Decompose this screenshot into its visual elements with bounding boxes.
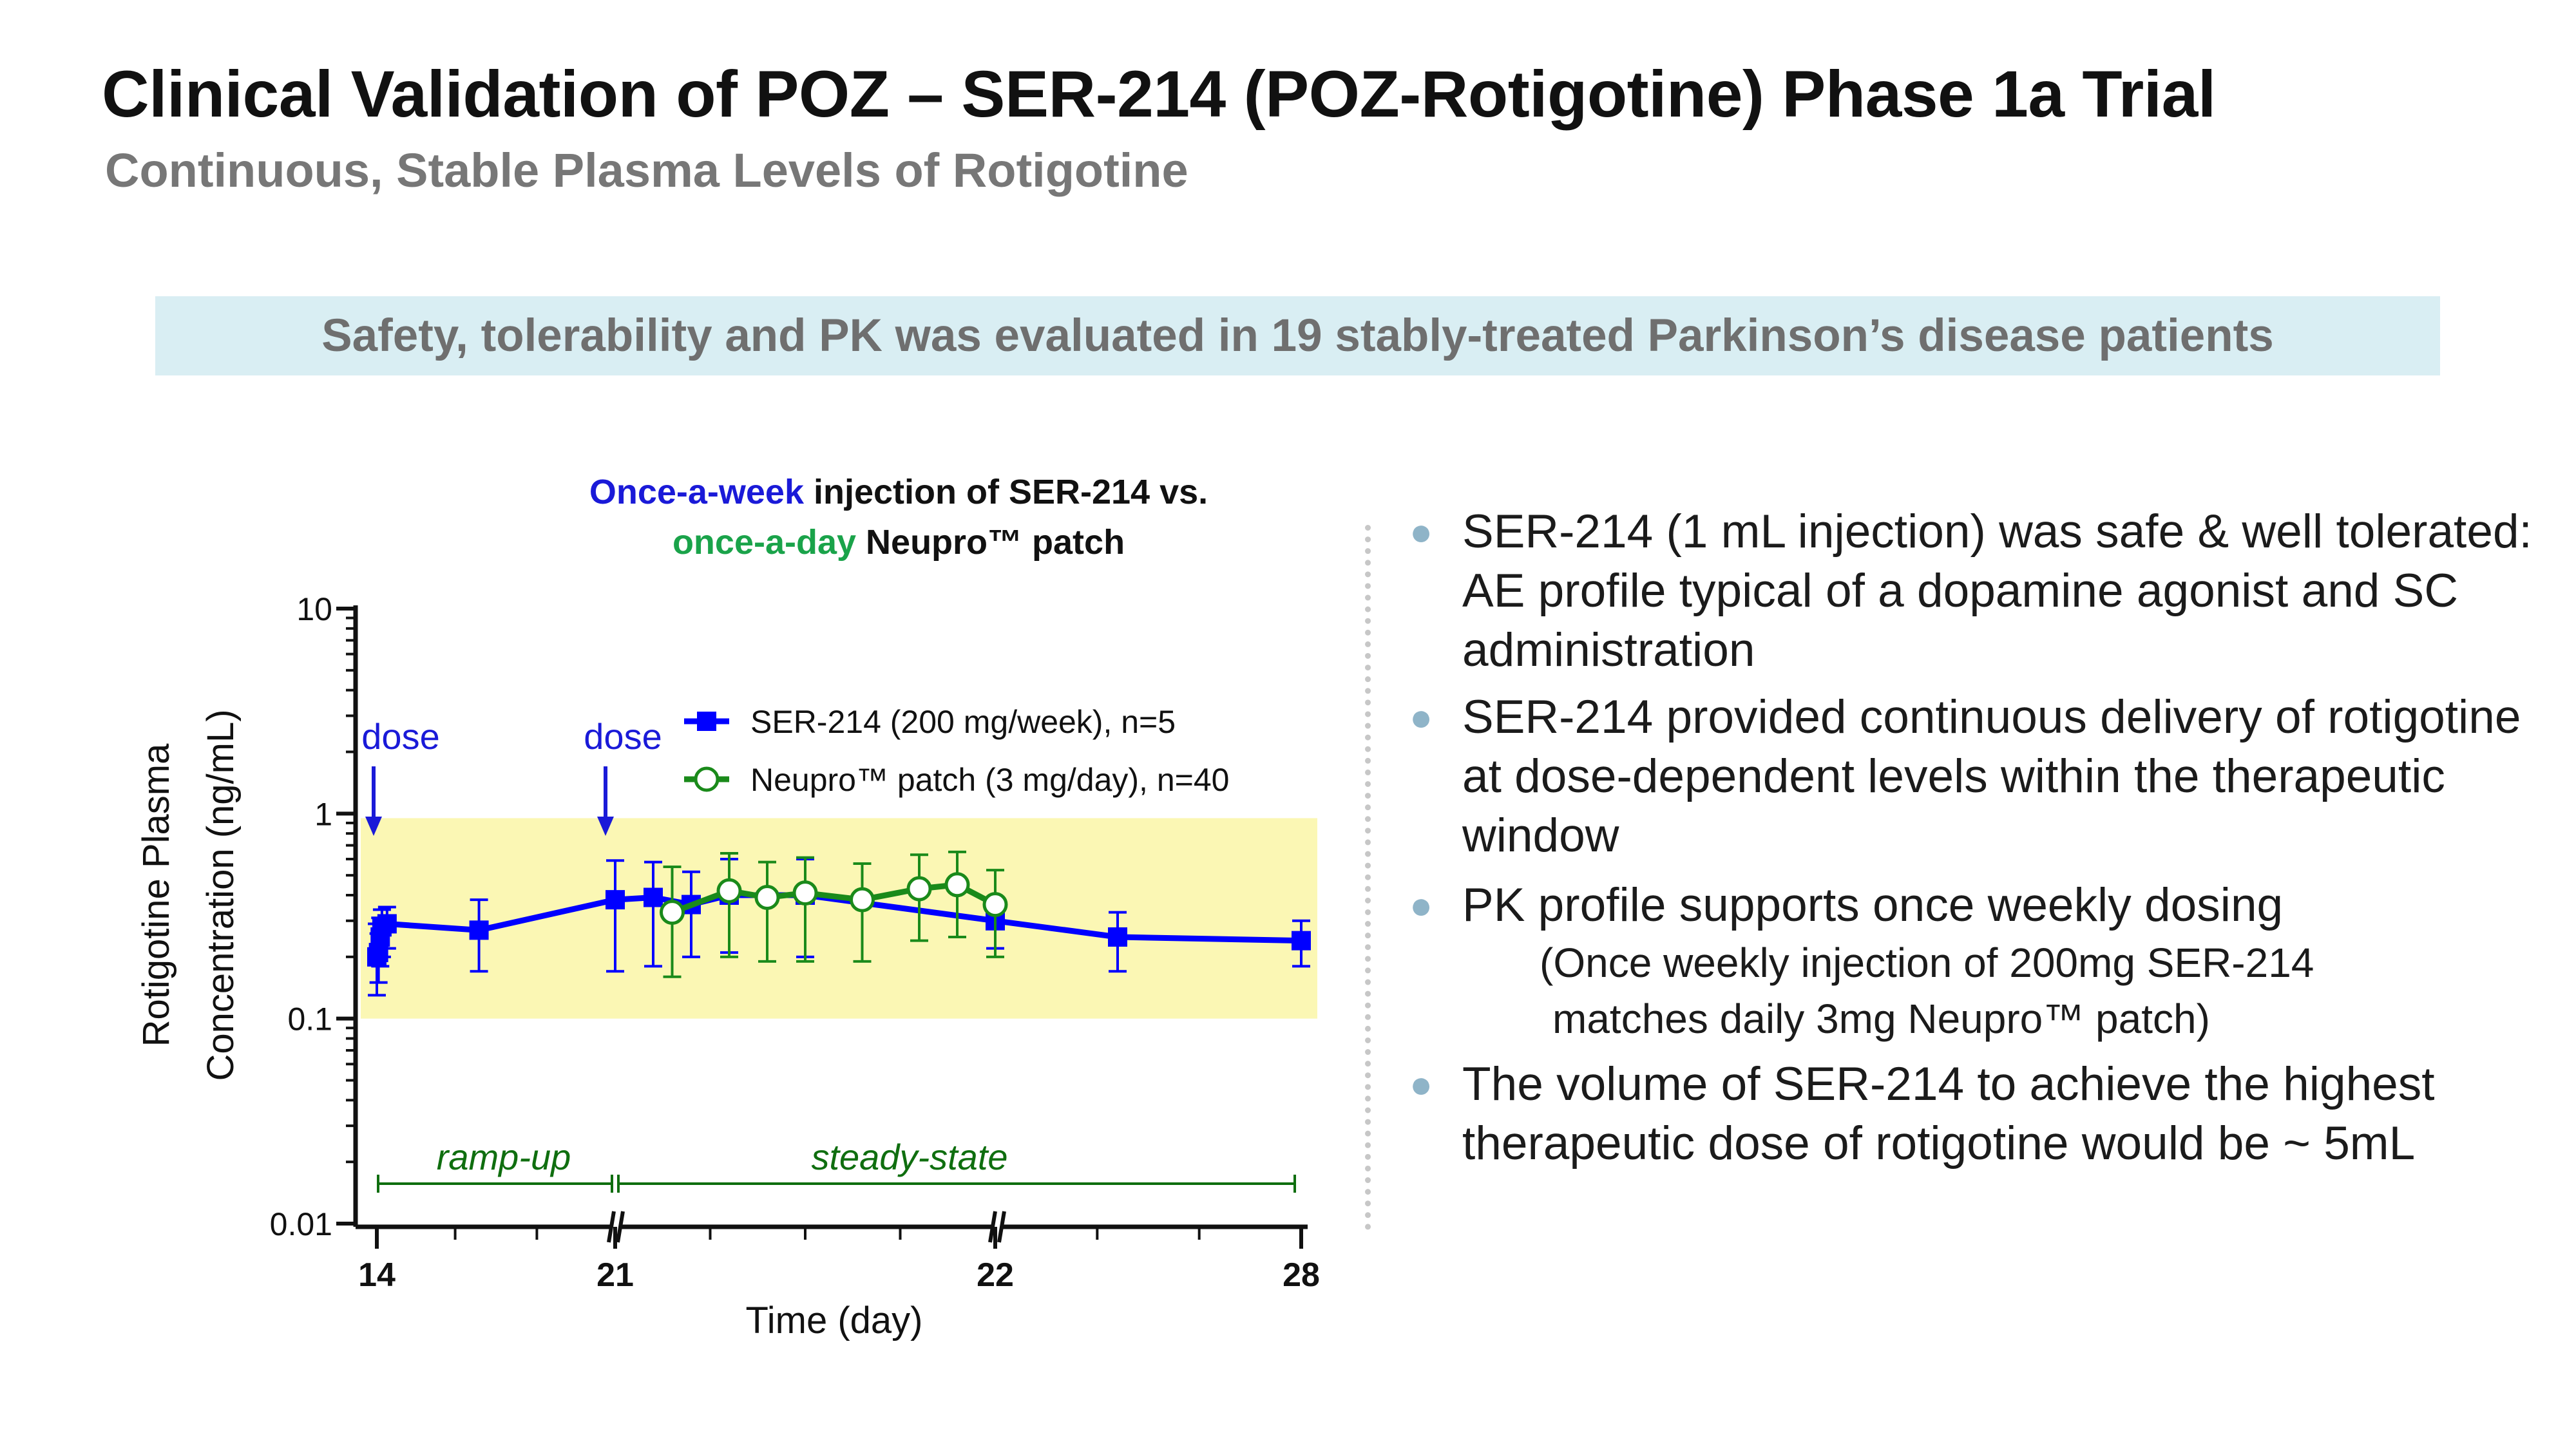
dose-arrow-head-icon — [597, 817, 614, 836]
banner-text: Safety, tolerability and PK was evaluate… — [321, 310, 2274, 361]
therapeutic-window-band — [361, 818, 1317, 1019]
data-point — [660, 900, 685, 925]
chart-title-patch: Neupro™ patch — [856, 523, 1125, 562]
column-divider — [1365, 525, 1371, 1230]
bullet-dot-icon: ● — [1409, 1063, 1433, 1106]
y-tick-label: 10 — [296, 591, 332, 627]
dose-label: dose — [361, 716, 439, 757]
legend-label: Neupro™ patch (3 mg/day), n=40 — [750, 762, 1229, 798]
legend-marker-circle-icon — [694, 766, 720, 792]
chart-title-once-a-day: once-a-day — [673, 523, 856, 562]
x-axis-break-mark — [997, 1211, 1006, 1243]
chart-legend: SER-214 (200 mg/week), n=5 Neupro™ patch … — [684, 704, 1229, 798]
chart-axes: 10 1 0.1 0.01 14 21 22 28 — [270, 591, 1320, 1294]
dose-label: dose — [584, 716, 662, 757]
data-point — [982, 892, 1008, 918]
data-point — [850, 887, 875, 913]
data-point — [716, 878, 742, 904]
ramp-up-label: ramp-up — [437, 1137, 571, 1177]
data-point — [1108, 927, 1127, 947]
x-tick-label: 21 — [596, 1256, 634, 1294]
summary-banner: Safety, tolerability and PK was evaluate… — [155, 296, 2440, 375]
bullet-volume-text: The volume of SER-214 to achieve the hig… — [1462, 1058, 2435, 1170]
bullet-pk-note-line1: (Once weekly injection of 200mg SER-214 — [1540, 940, 2314, 986]
x-tick-label: 14 — [358, 1256, 396, 1294]
dose-arrow-head-icon — [365, 817, 382, 836]
x-axis-label: Time (day) — [746, 1300, 923, 1341]
legend-label: SER-214 (200 mg/week), n=5 — [750, 704, 1176, 740]
bullet-dot-icon: ● — [1409, 884, 1433, 927]
bullet-volume: ● The volume of SER-214 to achieve the hi… — [1404, 1055, 2538, 1173]
chart-title-once-a-week: Once-a-week — [589, 473, 805, 511]
data-point — [644, 887, 663, 907]
chart-title-line1: Once-a-week injection of SER-214 vs. — [589, 473, 1208, 511]
bullet-safety-text: SER-214 (1 mL injection) was safe & well… — [1462, 506, 2532, 676]
series-neupro — [660, 850, 1008, 978]
data-point — [469, 920, 489, 940]
y-axis-label-line2: Concentration (ng/mL) — [200, 709, 242, 1081]
legend-marker-square-icon — [697, 712, 716, 731]
bullet-pk-note-line2: matches daily 3mg Neupro™ patch) — [1552, 996, 2210, 1042]
slide-title: Clinical Validation of POZ – SER-214 (PO… — [102, 57, 2216, 131]
data-point — [906, 876, 932, 902]
slide-subtitle: Continuous, Stable Plasma Levels of Roti… — [105, 144, 1188, 197]
bullet-dot-icon: ● — [1409, 696, 1433, 739]
bullet-safety: ● SER-214 (1 mL injection) was safe & wel… — [1404, 502, 2538, 680]
bullet-dot-icon: ● — [1409, 510, 1433, 553]
y-tick-label: 1 — [314, 796, 332, 832]
data-point — [606, 890, 625, 910]
chart-title-line2: once-a-day Neupro™ patch — [673, 523, 1125, 562]
bullet-pk-profile: ● PK profile supports once weekly dosing — [1404, 876, 2538, 935]
x-axis-break-mark — [607, 1211, 616, 1243]
chart-title-injection: injection of SER-214 vs. — [804, 473, 1208, 511]
bullet-list: ● SER-214 (1 mL injection) was safe & wel… — [1404, 502, 2538, 1173]
data-point — [944, 872, 970, 898]
x-axis-break-mark — [988, 1211, 997, 1243]
bullet-delivery: ● SER-214 provided continuous delivery of… — [1404, 688, 2538, 866]
y-tick-label: 0.1 — [287, 1001, 332, 1037]
x-tick-label: 22 — [977, 1256, 1014, 1294]
y-axis-label-line1: Rotigotine Plasma — [135, 743, 177, 1046]
x-axis-break-mark — [616, 1211, 625, 1243]
data-point — [792, 880, 818, 906]
data-point — [377, 914, 397, 934]
chart-annotations: dose dose ramp-up steady-state — [361, 716, 1296, 1193]
y-tick-label: 0.01 — [270, 1206, 332, 1242]
steady-state-label: steady-state — [811, 1137, 1007, 1177]
bullet-delivery-text: SER-214 provided continuous delivery of … — [1462, 691, 2521, 862]
data-point — [754, 885, 780, 911]
x-tick-label: 28 — [1283, 1256, 1320, 1294]
bullet-pk-profile-text: PK profile supports once weekly dosing — [1462, 879, 2284, 931]
data-point — [1292, 931, 1311, 951]
